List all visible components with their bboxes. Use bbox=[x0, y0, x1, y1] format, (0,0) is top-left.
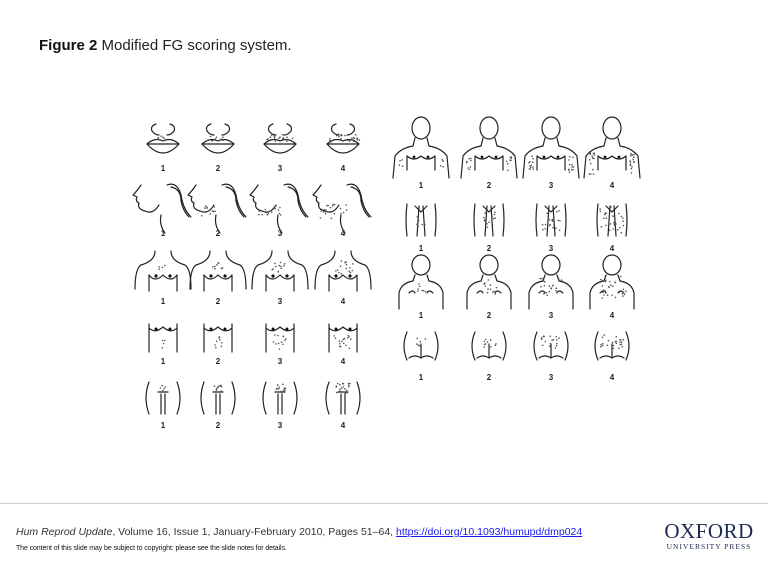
fg-lower-abdomen-score-4: 4 bbox=[325, 381, 361, 430]
svg-text:2: 2 bbox=[216, 164, 221, 173]
figure-caption: Modified FG scoring system. bbox=[101, 37, 292, 54]
citation-details: , Volume 16, Issue 1, January-February 2… bbox=[112, 526, 396, 538]
svg-text:2: 2 bbox=[487, 244, 492, 253]
svg-text:1: 1 bbox=[419, 181, 424, 190]
svg-text:3: 3 bbox=[278, 297, 283, 306]
fg-chin-score-4: 4 bbox=[312, 183, 372, 238]
footer-divider bbox=[0, 503, 768, 504]
svg-text:3: 3 bbox=[278, 421, 283, 430]
fg-lower-back-score-4: 4 bbox=[594, 331, 630, 382]
figure-label: Figure 2 bbox=[39, 37, 98, 54]
fg-thigh-score-4: 4 bbox=[596, 203, 628, 253]
doi-link[interactable]: https://doi.org/10.1093/humupd/dmp024 bbox=[396, 526, 583, 538]
svg-text:1: 1 bbox=[161, 297, 166, 306]
svg-text:1: 1 bbox=[161, 357, 166, 366]
fg-lower-back-score-3: 3 bbox=[533, 331, 569, 382]
fg-upper-back-score-3: 3 bbox=[528, 254, 574, 320]
fg-upper-arm-score-1: 1 bbox=[392, 116, 450, 190]
svg-text:3: 3 bbox=[549, 373, 554, 382]
oxford-university-press-logo: OXFORD UNIVERSITY PRESS bbox=[662, 521, 756, 553]
slide-title: Figure 2 Modified FG scoring system. bbox=[39, 37, 292, 54]
logo-university-press: UNIVERSITY PRESS bbox=[666, 542, 752, 551]
fg-lower-abdomen-score-2: 2 bbox=[200, 381, 236, 430]
svg-text:3: 3 bbox=[549, 244, 554, 253]
fg-upper-back-score-1: 1 bbox=[398, 254, 444, 320]
fg-upper-lip-score-4: 4 bbox=[326, 123, 361, 173]
fg-lower-back-score-2: 2 bbox=[471, 331, 507, 382]
svg-text:1: 1 bbox=[419, 311, 424, 320]
fg-lower-abdomen-score-1: 1 bbox=[145, 381, 181, 430]
fg-chin-score-2: 2 bbox=[187, 183, 247, 238]
fg-chest-score-4: 4 bbox=[314, 250, 372, 306]
svg-text:1: 1 bbox=[161, 421, 166, 430]
svg-text:4: 4 bbox=[610, 373, 615, 382]
svg-text:4: 4 bbox=[341, 357, 346, 366]
svg-text:3: 3 bbox=[549, 311, 554, 320]
svg-text:3: 3 bbox=[278, 164, 283, 173]
svg-text:4: 4 bbox=[341, 164, 346, 173]
svg-text:4: 4 bbox=[610, 244, 615, 253]
fg-upper-abdomen-score-4: 4 bbox=[328, 323, 358, 366]
svg-text:1: 1 bbox=[419, 373, 424, 382]
svg-text:2: 2 bbox=[487, 373, 492, 382]
fg-upper-lip-score-1: 1 bbox=[146, 123, 180, 173]
fg-thigh-score-3: 3 bbox=[535, 203, 567, 253]
svg-text:4: 4 bbox=[341, 229, 346, 238]
fg-scoring-figure: 1 2 3 4 1 2 3 4 1 2 3 4 1 2 3 4 1 2 3 4 1 2 3 4 1 2 3 4 1 2 3 4 1 2 3 4 bbox=[130, 108, 650, 438]
fg-lower-abdomen-score-3: 3 bbox=[262, 381, 298, 430]
svg-text:1: 1 bbox=[161, 229, 166, 238]
fg-upper-abdomen-score-3: 3 bbox=[265, 323, 295, 366]
fg-upper-arm-score-2: 2 bbox=[460, 116, 518, 190]
svg-text:2: 2 bbox=[216, 297, 221, 306]
svg-text:3: 3 bbox=[278, 357, 283, 366]
svg-text:2: 2 bbox=[216, 357, 221, 366]
fg-chin-score-1: 1 bbox=[132, 183, 192, 238]
fg-upper-lip-score-3: 3 bbox=[263, 123, 297, 173]
fg-chest-score-3: 3 bbox=[251, 250, 309, 306]
svg-text:1: 1 bbox=[419, 244, 424, 253]
fg-upper-lip-score-2: 2 bbox=[201, 123, 235, 173]
fg-upper-arm-score-3: 3 bbox=[522, 116, 580, 190]
svg-text:2: 2 bbox=[487, 311, 492, 320]
svg-text:4: 4 bbox=[610, 311, 615, 320]
fg-upper-arm-score-4: 4 bbox=[583, 116, 641, 190]
svg-text:3: 3 bbox=[549, 181, 554, 190]
copyright-notice: The content of this slide may be subject… bbox=[16, 545, 287, 552]
logo-oxford: OXFORD bbox=[664, 519, 754, 543]
svg-text:2: 2 bbox=[216, 421, 221, 430]
fg-upper-abdomen-score-1: 1 bbox=[148, 323, 178, 366]
svg-text:4: 4 bbox=[610, 181, 615, 190]
fg-thigh-score-1: 1 bbox=[405, 203, 437, 253]
journal-name: Hum Reprod Update bbox=[16, 526, 113, 538]
svg-text:4: 4 bbox=[341, 421, 346, 430]
fg-lower-back-score-1: 1 bbox=[403, 331, 439, 382]
svg-text:3: 3 bbox=[278, 229, 283, 238]
fg-chest-score-2: 2 bbox=[189, 250, 247, 306]
fg-chest-score-1: 1 bbox=[134, 250, 192, 306]
svg-text:1: 1 bbox=[161, 164, 166, 173]
citation: Hum Reprod Update, Volume 16, Issue 1, J… bbox=[16, 526, 582, 538]
svg-text:4: 4 bbox=[341, 297, 346, 306]
fg-thigh-score-2: 2 bbox=[473, 203, 505, 253]
fg-chin-score-3: 3 bbox=[249, 183, 309, 238]
fg-upper-back-score-2: 2 bbox=[466, 254, 512, 320]
svg-text:2: 2 bbox=[216, 229, 221, 238]
fg-upper-abdomen-score-2: 2 bbox=[203, 323, 233, 366]
fg-upper-back-score-4: 4 bbox=[589, 254, 635, 320]
svg-text:2: 2 bbox=[487, 181, 492, 190]
